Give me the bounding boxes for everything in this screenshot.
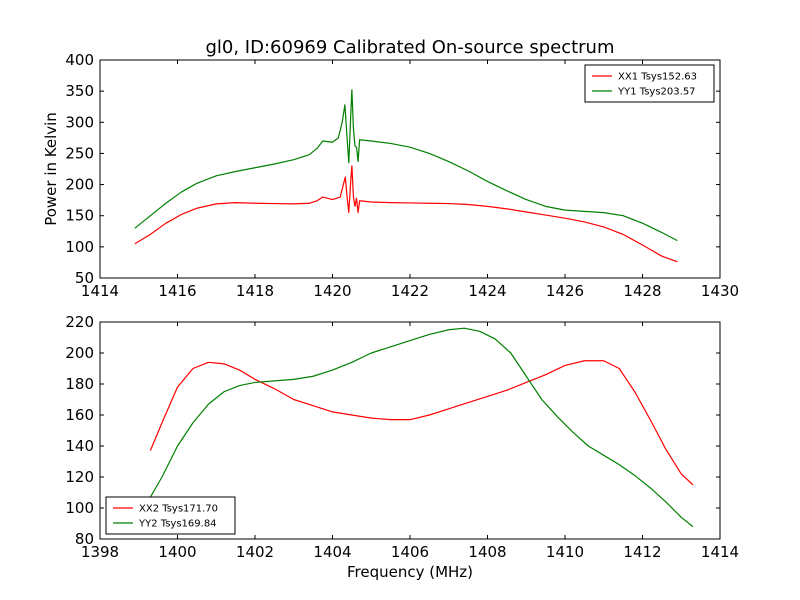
top-x-tick-label: 1418 xyxy=(236,282,274,300)
bottom-x-tick-label: 1410 xyxy=(546,543,584,561)
top-y-tick-label: 200 xyxy=(65,176,94,194)
bottom-plot-panel: Frequency (MHz) 1398 1400 1402 1404 1406 1408… xyxy=(65,313,739,581)
top-plot-panel: Power in Kelvin 1414 1416 1418 1420 1422 1424… xyxy=(42,51,739,300)
top-x-tick-label: 1422 xyxy=(391,282,429,300)
top-y-tick-label: 250 xyxy=(65,144,94,162)
bottom-x-tick-label: 1408 xyxy=(468,543,506,561)
top-x-tick-label: 1424 xyxy=(468,282,506,300)
bottom-legend-label-1: XX2 Tsys171.70 xyxy=(139,504,218,515)
chart-title: gl0, ID:60969 Calibrated On-source spect… xyxy=(205,37,614,58)
top-x-tick-label: 1428 xyxy=(623,282,661,300)
bottom-series-line-2 xyxy=(149,327,694,528)
bottom-legend: XX2 Tsys171.70 YY2 Tsys169.84 xyxy=(105,496,236,535)
bottom-y-tick-label: 100 xyxy=(65,499,94,517)
bottom-x-tick-label: 1414 xyxy=(701,543,739,561)
bottom-x-tick-label: 1400 xyxy=(158,543,196,561)
top-x-tick-label: 1426 xyxy=(546,282,584,300)
bottom-y-tick-label: 140 xyxy=(65,437,94,455)
top-y-tick-label: 100 xyxy=(65,238,94,256)
bottom-legend-box xyxy=(105,496,236,535)
top-y-tick-label: 300 xyxy=(65,113,94,131)
top-x-tick-label: 1430 xyxy=(701,282,739,300)
top-x-tick-label: 1414 xyxy=(81,282,119,300)
top-x-tick-label: 1420 xyxy=(313,282,351,300)
top-y-tick-label: 150 xyxy=(65,207,94,225)
top-y-tick-label: 50 xyxy=(75,269,94,287)
bottom-y-tick-label: 220 xyxy=(65,313,94,331)
bottom-y-tick-label: 180 xyxy=(65,375,94,393)
top-y-axis-label: Power in Kelvin xyxy=(42,112,60,226)
top-legend-box xyxy=(584,64,715,103)
bottom-y-tick-label: 200 xyxy=(65,344,94,362)
bottom-x-tick-label: 1398 xyxy=(81,543,119,561)
top-series-line-2 xyxy=(134,89,678,242)
top-y-tick-label: 400 xyxy=(65,51,94,69)
top-legend-label-2: YY1 Tsys203.57 xyxy=(617,87,696,98)
top-x-tick-label: 1416 xyxy=(158,282,196,300)
bottom-x-tick-label: 1402 xyxy=(236,543,274,561)
bottom-x-tick-label: 1406 xyxy=(391,543,429,561)
bottom-y-tick-label: 120 xyxy=(65,468,94,486)
top-y-tick-label: 350 xyxy=(65,82,94,100)
bottom-y-tick-label: 160 xyxy=(65,406,94,424)
top-legend-label-1: XX1 Tsys152.63 xyxy=(618,72,697,83)
top-series-line-1 xyxy=(134,165,678,263)
top-legend: XX1 Tsys152.63 YY1 Tsys203.57 xyxy=(584,64,715,103)
bottom-x-axis-label: Frequency (MHz) xyxy=(347,563,473,581)
bottom-y-tick-label: 80 xyxy=(75,530,94,548)
bottom-legend-label-2: YY2 Tsys169.84 xyxy=(138,519,217,530)
bottom-x-tick-label: 1404 xyxy=(313,543,351,561)
bottom-series-line-1 xyxy=(149,360,694,486)
bottom-x-tick-label: 1412 xyxy=(623,543,661,561)
